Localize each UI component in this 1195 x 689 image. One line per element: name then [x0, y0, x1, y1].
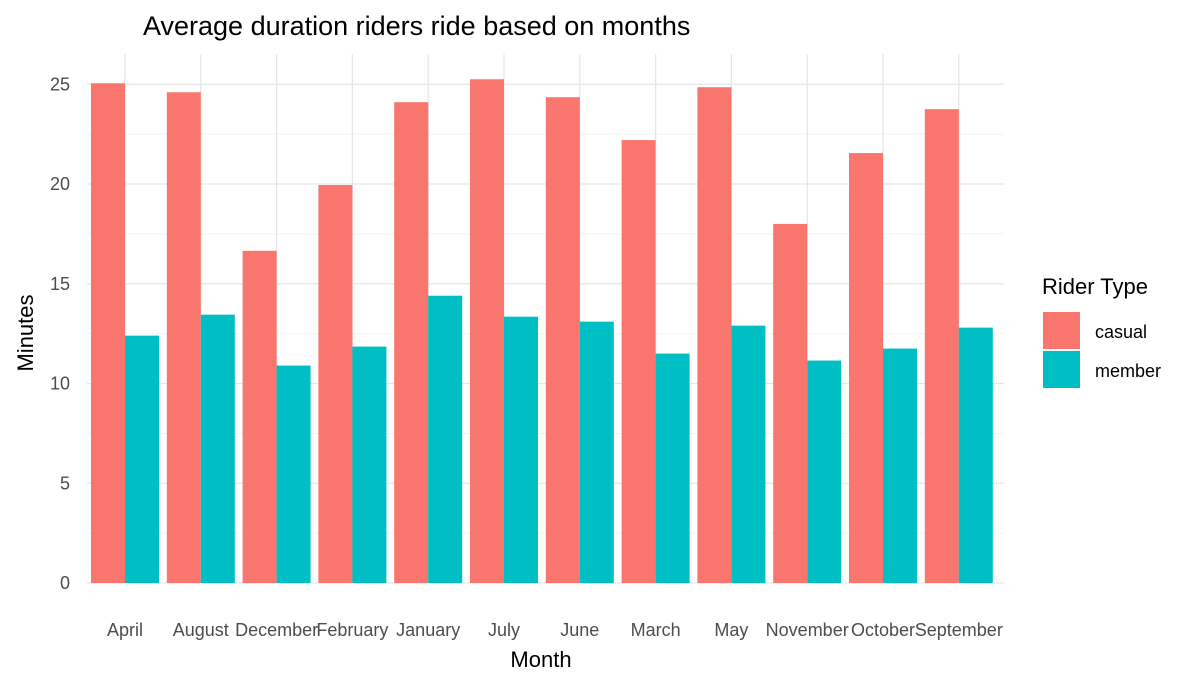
y-tick-label: 10 — [50, 374, 70, 394]
bar-member — [276, 365, 311, 583]
bar-member — [125, 335, 159, 583]
x-tick-label: March — [631, 620, 681, 640]
legend-label: casual — [1095, 322, 1147, 342]
y-tick-label: 5 — [60, 473, 70, 493]
bar-member — [504, 316, 538, 583]
x-tick-label: February — [316, 620, 388, 640]
x-tick-label: August — [173, 620, 229, 640]
x-tick-label: June — [560, 620, 599, 640]
bar-casual — [394, 102, 429, 583]
bar-member — [200, 314, 235, 583]
x-tick-label: January — [396, 620, 460, 640]
bar-casual — [697, 87, 732, 584]
x-axis-label: Month — [510, 647, 571, 672]
bar-member — [731, 325, 766, 583]
y-tick-label: 15 — [50, 274, 70, 294]
x-tick-label: December — [235, 620, 318, 640]
x-tick-label: April — [107, 620, 143, 640]
bar-casual — [470, 79, 504, 583]
bar-casual — [621, 140, 656, 584]
x-tick-label: May — [714, 620, 748, 640]
bar-member — [883, 348, 917, 583]
legend-key-member — [1043, 351, 1080, 388]
y-axis-label: Minutes — [13, 294, 38, 371]
legend-title: Rider Type — [1042, 274, 1148, 299]
bar-casual — [849, 153, 883, 583]
x-tick-label: November — [766, 620, 849, 640]
bar-member — [807, 360, 842, 583]
bar-casual — [91, 83, 125, 583]
bar-casual — [166, 92, 201, 583]
bar-casual — [773, 223, 808, 583]
x-tick-label: July — [488, 620, 520, 640]
bar-member — [352, 346, 387, 583]
legend-key-casual — [1043, 312, 1080, 349]
y-tick-label: 20 — [50, 174, 70, 194]
bar-member — [579, 321, 614, 583]
y-tick-labels: 0 5 10 15 20 25 — [50, 74, 70, 593]
x-tick-label: October — [851, 620, 915, 640]
legend-label: member — [1095, 361, 1161, 381]
bars — [91, 79, 993, 584]
bar-member — [428, 295, 463, 583]
bar-casual — [242, 250, 277, 583]
x-tick-label: September — [915, 620, 1003, 640]
chart-title: Average duration riders ride based on mo… — [143, 11, 690, 41]
y-tick-label: 0 — [60, 573, 70, 593]
legend: Rider Type casual member — [1042, 274, 1161, 388]
bar-casual — [318, 184, 353, 583]
bar-member — [958, 327, 993, 583]
y-tick-label: 25 — [50, 74, 70, 94]
bar-casual — [924, 109, 959, 583]
bar-member — [655, 353, 690, 583]
bar-casual — [545, 97, 580, 583]
